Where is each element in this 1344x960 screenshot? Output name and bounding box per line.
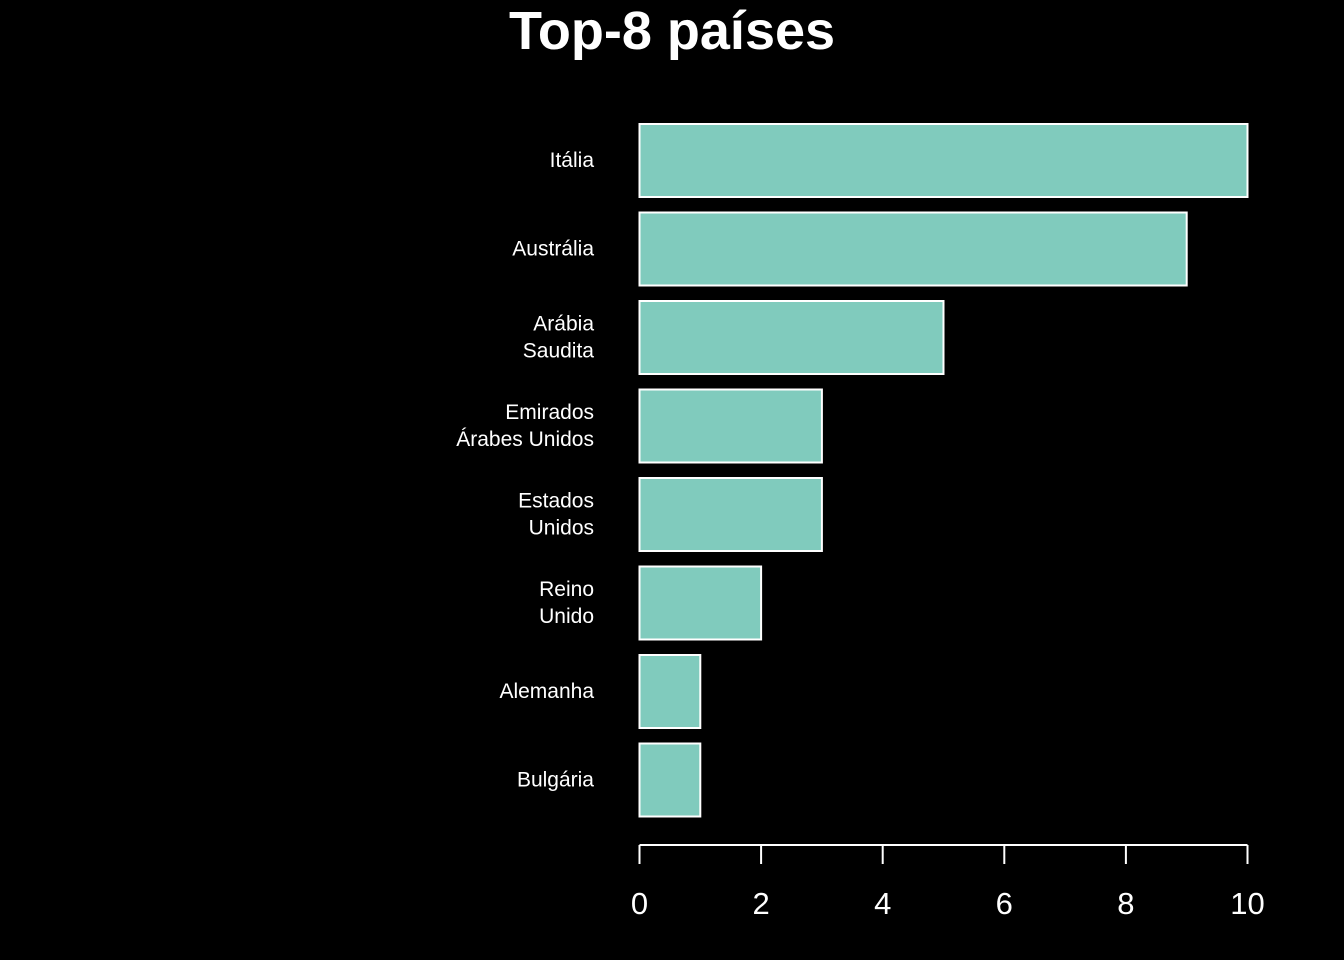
category-label-4-line-0: Estados [518,490,594,513]
category-label-3-line-0: Emirados [505,401,594,424]
category-label-3-line-1: Árabes Unidos [456,428,594,451]
category-label-4-line-1: Unidos [529,517,594,540]
bar-5 [638,565,763,641]
category-label-2-line-1: Saudita [523,340,595,363]
chart-title: Top-8 países [508,1,836,61]
bar-4 [638,477,823,552]
category-label-0: Itália [550,149,595,172]
bar-3 [638,388,823,464]
category-label-7: Bulgária [517,769,594,792]
category-label-5-line-0: Reino [539,578,594,601]
category-label-1: Austrália [512,238,594,261]
x-tick-label-2: 4 [874,886,891,921]
x-tick-label-5: 10 [1230,886,1264,921]
bars-group [638,123,1249,818]
category-label-5-line-1: Unido [539,605,594,628]
x-axis: 0 2 4 6 8 10 [631,844,1265,921]
bar-2 [638,300,945,375]
x-tick-label-0: 0 [631,886,648,921]
bar-0 [638,123,1249,198]
x-tick-label-4: 8 [1117,886,1134,921]
bar-1 [638,211,1188,287]
category-labels: Itália Austrália Arábia Saudita Emirados Árab… [456,149,594,792]
category-label-2-line-0: Arábia [533,313,594,336]
bar-7 [638,742,702,818]
x-tick-label-3: 6 [996,886,1013,921]
category-label-6: Alemanha [499,680,594,703]
bar-6 [638,654,702,729]
x-tick-label-1: 2 [752,886,769,921]
